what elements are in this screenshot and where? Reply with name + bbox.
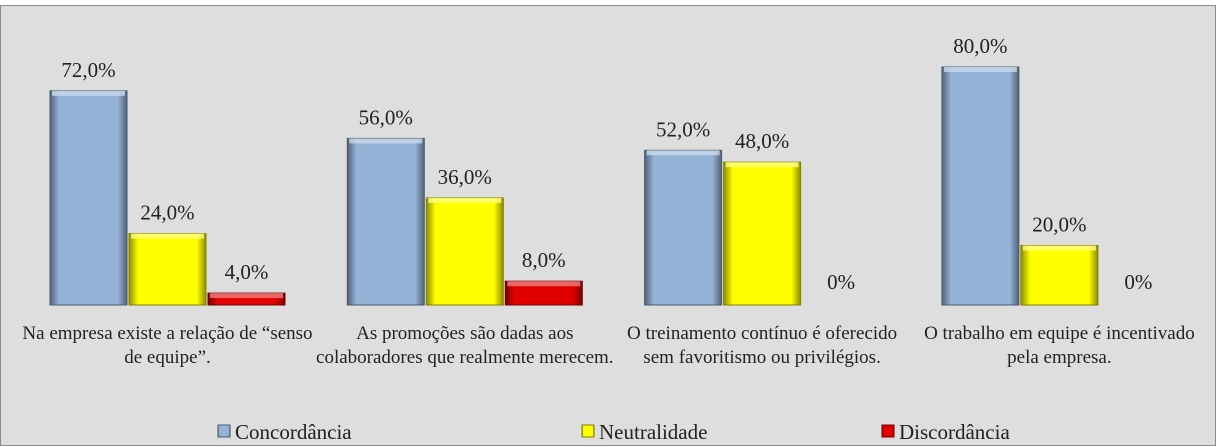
data-label: 72,0% — [61, 58, 115, 82]
bar — [128, 233, 207, 306]
legend-marker — [581, 424, 595, 438]
data-label: 48,0% — [735, 129, 789, 153]
bar-highlight — [507, 281, 581, 287]
bar — [723, 161, 802, 306]
data-label: 80,0% — [953, 34, 1007, 58]
bar-highlight — [349, 138, 423, 144]
data-label: 4,0% — [225, 260, 269, 284]
legend-marker — [217, 424, 231, 438]
bar — [49, 90, 128, 306]
bar — [346, 137, 425, 306]
data-label: 8,0% — [522, 248, 566, 272]
bar-highlight — [1022, 245, 1096, 251]
data-label: 52,0% — [656, 117, 710, 141]
bar — [644, 149, 723, 306]
data-label: 36,0% — [438, 165, 492, 189]
legend-label: Neutralidade — [599, 420, 707, 444]
bar-highlight — [943, 67, 1017, 72]
data-label: 56,0% — [359, 105, 413, 129]
bar — [425, 197, 504, 306]
data-label: 24,0% — [140, 201, 194, 225]
bar-highlight — [725, 162, 799, 168]
x-tick-label: As promoções são dadas aos colaboradores… — [316, 323, 614, 368]
legend-label: Concordância — [235, 420, 352, 444]
bar-highlight — [646, 150, 720, 156]
legend-label: Discordância — [899, 420, 1010, 444]
data-label: 0% — [827, 270, 855, 294]
x-tick-label: Na empresa existe a relação de “senso de… — [22, 323, 313, 368]
bar-highlight — [428, 197, 502, 203]
x-tick-label: O treinamento contínuo é oferecido sem f… — [627, 323, 898, 368]
x-tick-label: O trabalho em equipe é incentivado pela … — [924, 323, 1195, 368]
bar-highlight — [52, 90, 125, 96]
bar — [941, 66, 1020, 306]
data-label: 20,0% — [1032, 213, 1086, 237]
data-label: 0% — [1124, 270, 1152, 294]
bar-highlight — [210, 293, 283, 299]
legend-marker — [881, 424, 895, 438]
bar — [1020, 245, 1099, 306]
bar-highlight — [131, 233, 204, 239]
